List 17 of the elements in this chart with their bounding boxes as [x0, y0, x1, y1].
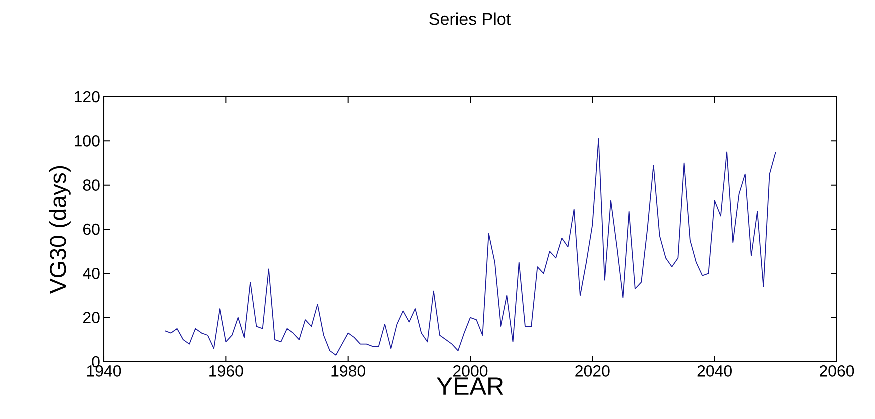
chart-title: Series Plot [430, 12, 511, 26]
x-axis-title: YEAR [437, 378, 504, 395]
x-tick-label: 1960 [210, 366, 244, 377]
x-tick-label: 1980 [332, 366, 366, 377]
y-tick-label: 60 [83, 224, 100, 236]
x-tick-label: 2060 [820, 366, 854, 377]
y-tick-label: 120 [75, 91, 100, 103]
x-tick-label: 2020 [576, 366, 610, 377]
y-axis-title: VG30 (days) [49, 166, 71, 294]
x-tick-label: 2040 [698, 366, 732, 377]
y-tick-label: 20 [83, 312, 100, 324]
y-tick-label: 40 [83, 268, 100, 280]
y-tick-label: 100 [75, 135, 100, 147]
x-tick-label: 2000 [454, 366, 488, 377]
y-tick-label: 80 [83, 180, 100, 191]
x-tick-label: 1940 [87, 366, 122, 377]
line-series [164, 138, 776, 356]
